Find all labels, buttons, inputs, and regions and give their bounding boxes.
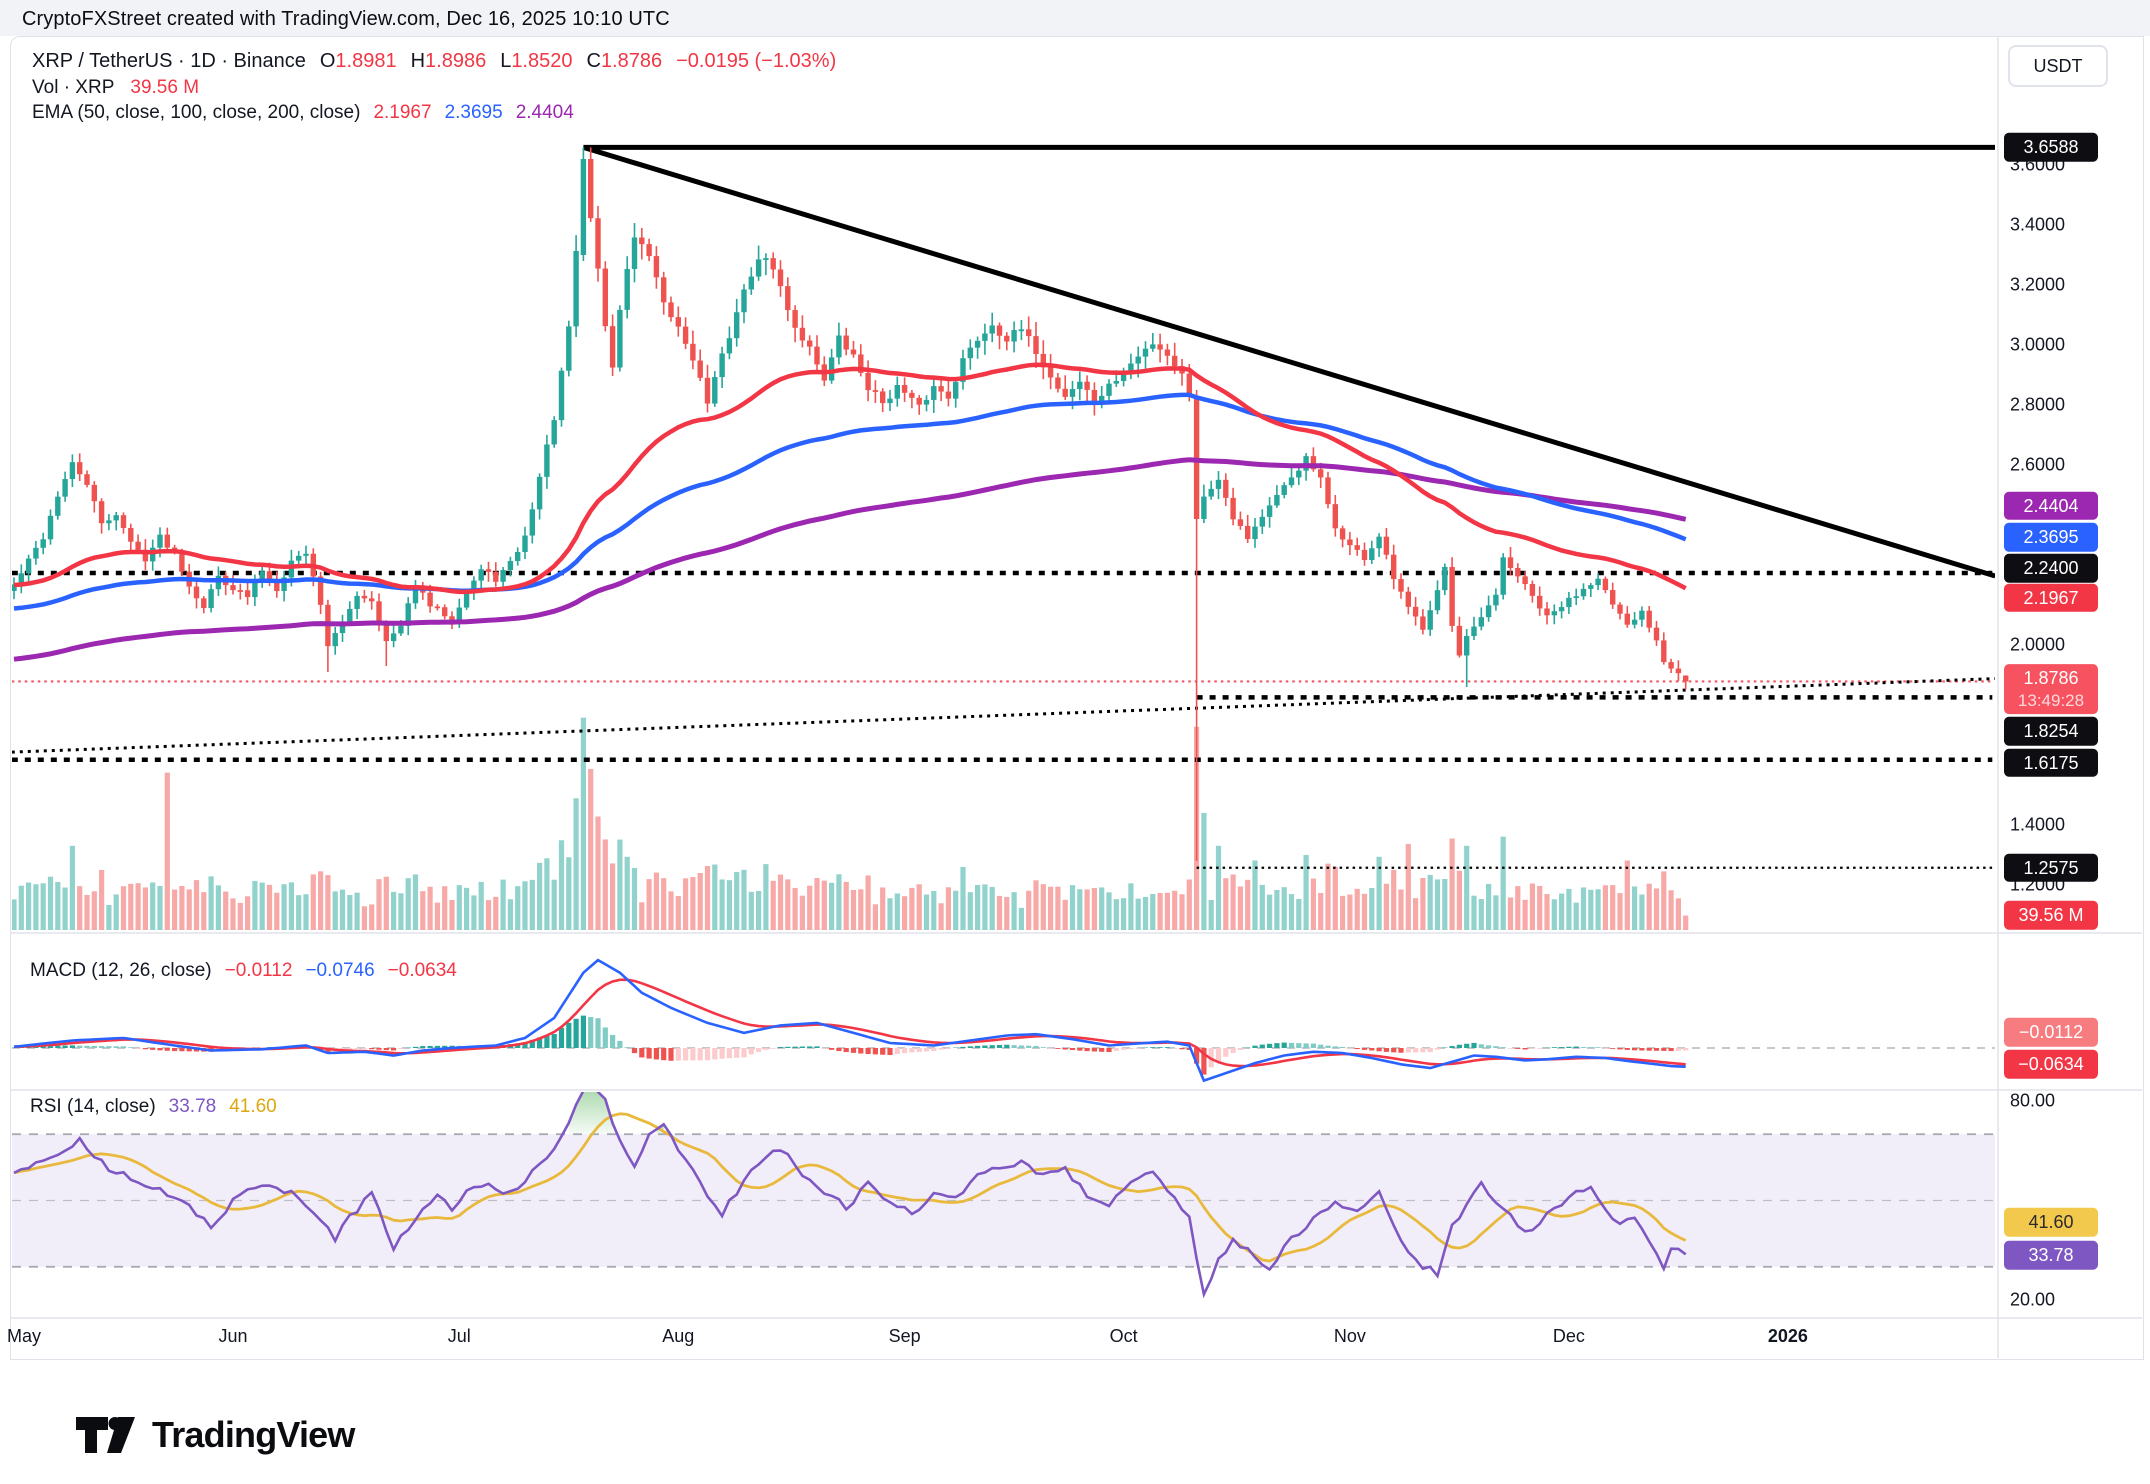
- volume-label[interactable]: Vol · XRP: [32, 77, 115, 98]
- macd-value: −0.0112: [224, 960, 293, 981]
- ohlc-c: C1.8786: [586, 50, 663, 72]
- macd-value: −0.0746: [305, 960, 375, 981]
- currency-toggle-button[interactable]: USDT: [2008, 45, 2108, 87]
- ohlc-o: O1.8981: [319, 50, 397, 72]
- axis-badge-16175: 1.6175: [2004, 748, 2098, 777]
- ema-label[interactable]: EMA (50, close, 100, close, 200, close): [32, 102, 361, 123]
- price-axis-label: 3.0000: [2010, 334, 2066, 355]
- price-axis-label: 1.4000: [2010, 814, 2066, 835]
- price-axis-label: 2.8000: [2010, 394, 2066, 415]
- annotation-text: CryptoFXStreet created with TradingView.…: [22, 8, 670, 30]
- macd-signal-line: [13, 978, 1686, 1068]
- price-axis-label: 3.2000: [2010, 274, 2066, 295]
- axis-badge-22400: 2.2400: [2004, 553, 2098, 583]
- axis-badge-00634: −0.0634: [2004, 1049, 2098, 1079]
- ohlc-values: O1.8981 H1.8986 L1.8520 C1.8786: [306, 50, 662, 72]
- tradingview-logo-icon: [76, 1417, 135, 1453]
- macd-values: −0.0112 −0.0746 −0.0634: [212, 960, 457, 981]
- macd-pane-label: MACD (12, 26, close) −0.0112 −0.0746 −0.063…: [30, 960, 457, 982]
- ema-values: 2.1967 2.3695 2.4404: [360, 102, 573, 123]
- annotation-bar: [0, 0, 2150, 36]
- rsi-value: 41.60: [229, 1096, 277, 1117]
- volume-histogram: [12, 717, 1689, 930]
- rsi-pane[interactable]: [12, 1080, 1995, 1299]
- macd-line: [13, 958, 1686, 1083]
- macd-value: −0.0634: [387, 960, 457, 981]
- tradingview-logo-text: TradingView: [152, 1414, 355, 1455]
- ohlc-l: L1.8520: [500, 50, 573, 72]
- time-axis-label-nov: Nov: [1333, 1326, 1366, 1346]
- rsi-pane-label: RSI (14, close) 33.78 41.60: [30, 1096, 277, 1118]
- rsi-label-text[interactable]: RSI (14, close): [30, 1096, 156, 1117]
- rsi-line: [13, 1092, 1687, 1299]
- macd-pane[interactable]: [11, 958, 1995, 1083]
- axis-badge-36588: 3.6588: [2004, 133, 2098, 162]
- time-axis-label-aug: Aug: [662, 1326, 695, 1346]
- ema200-line: [13, 457, 1687, 662]
- ema-value: 2.1967: [373, 102, 432, 123]
- ema-value: 2.4404: [515, 102, 574, 123]
- axis-badge-21967: 2.1967: [2004, 583, 2098, 613]
- rsi-axis-label: 80.00: [2010, 1090, 2056, 1111]
- price-axis-label: 2.0000: [2010, 634, 2066, 655]
- axis-badge-00112: −0.0112: [2004, 1017, 2098, 1047]
- volume-value: 39.56 M: [130, 77, 200, 98]
- ema50-line: [13, 362, 1687, 595]
- axis-badge-18254: 1.8254: [2004, 717, 2098, 746]
- rsi-values: 33.78 41.60: [156, 1096, 277, 1117]
- ema-row: EMA (50, close, 100, close, 200, close) 2…: [32, 102, 574, 124]
- symbol-title[interactable]: XRP / TetherUS · 1D · Binance: [32, 50, 306, 72]
- candles-layer: [12, 147, 1689, 861]
- ema-value: 2.3695: [444, 102, 503, 123]
- time-axis-label-jun: Jun: [218, 1326, 248, 1346]
- volume-row: Vol · XRP 39.56 M: [32, 77, 199, 99]
- axis-badge-3378: 33.78: [2004, 1241, 2098, 1270]
- time-axis-label-may: May: [6, 1326, 42, 1346]
- rsi-axis-label: 20.00: [2010, 1289, 2056, 1310]
- time-axis-label-oct: Oct: [1109, 1326, 1138, 1346]
- ema100-line: [13, 392, 1687, 611]
- axis-badge-23695: 2.3695: [2004, 522, 2098, 552]
- time-axis-label-2026: 2026: [1767, 1326, 1808, 1346]
- axis-badge-3956M: 39.56 M: [2004, 900, 2098, 930]
- rsi-value: 33.78: [168, 1096, 217, 1117]
- chart-card: [10, 36, 2144, 1360]
- tradingview-logo[interactable]: TradingView: [74, 1410, 355, 1460]
- axis-badge-18786: 1.8786 13:49:28: [2004, 664, 2098, 715]
- price-axis-label: 2.6000: [2010, 454, 2066, 475]
- symbol-header: XRP / TetherUS · 1D · Binance O1.8981 H1.8…: [32, 50, 836, 73]
- time-axis-label-sep: Sep: [888, 1326, 921, 1346]
- axis-badge-24404: 2.4404: [2004, 491, 2098, 521]
- ohlc-h: H1.8986: [410, 50, 487, 72]
- time-axis-label-dec: Dec: [1552, 1326, 1585, 1346]
- macd-label-text[interactable]: MACD (12, 26, close): [30, 960, 212, 981]
- change-value: −0.0195 (−1.03%): [676, 50, 837, 72]
- price-axis-label: 3.4000: [2010, 214, 2066, 235]
- main-pane[interactable]: [11, 144, 1995, 930]
- time-axis-label-jul: Jul: [447, 1326, 471, 1346]
- axis-badge-12575: 1.2575: [2004, 853, 2098, 882]
- axis-badge-4160: 41.60: [2004, 1208, 2098, 1237]
